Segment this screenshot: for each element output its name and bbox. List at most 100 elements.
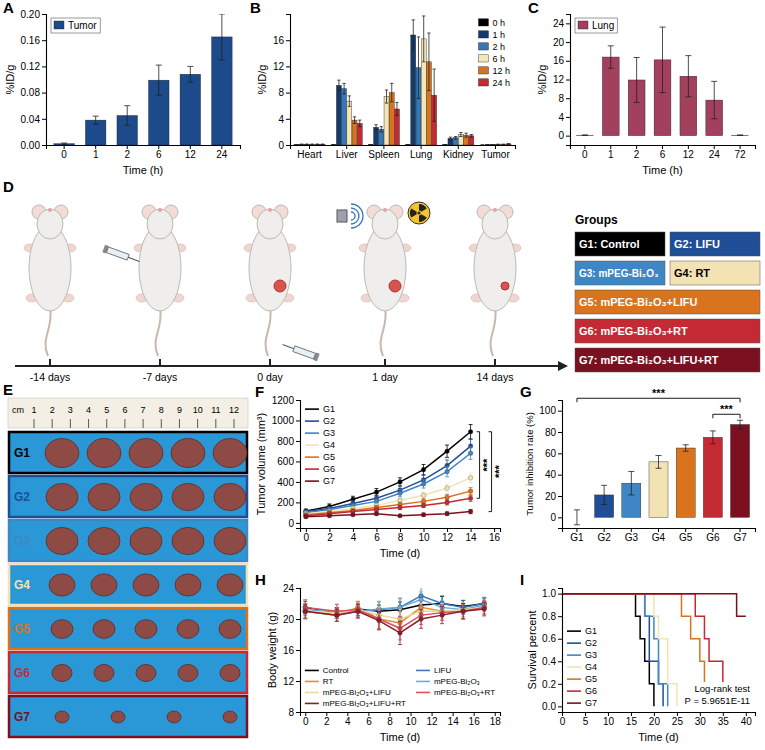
line (306, 491, 471, 515)
legend: Tumor (51, 18, 100, 33)
point (482, 607, 487, 612)
tick-label: Tumor (481, 149, 510, 160)
error-bar (461, 604, 465, 618)
point (335, 613, 340, 618)
annotation: Log-rank test (695, 683, 751, 694)
panel: 0200400600800100012000246810121416Tumor … (255, 395, 504, 559)
tick-label: 4 (278, 114, 284, 125)
tick: 800 (277, 436, 300, 447)
tumor-photo (111, 711, 125, 723)
point (445, 500, 450, 505)
tumor-photo (171, 439, 205, 468)
line (305, 607, 484, 628)
legend-swatch (478, 43, 488, 50)
axis-line (296, 401, 301, 529)
error-bar (337, 80, 340, 90)
mouse-head (372, 209, 398, 239)
tick-label: 8 (288, 707, 294, 718)
tick-mark (296, 441, 300, 442)
line (306, 432, 471, 511)
point (351, 512, 356, 517)
tick-mark (296, 420, 300, 421)
tick: 80 (545, 427, 562, 438)
tick-mark (558, 496, 562, 497)
error-bar (628, 471, 634, 494)
axis: 0510152025303540 (560, 712, 756, 727)
tick: 1.0 (542, 588, 562, 599)
tick-label: 1000 (272, 415, 295, 426)
tick-label: Liver (336, 149, 358, 160)
error-bar (187, 66, 193, 82)
legend-item: G2 (305, 416, 335, 426)
tick-mark (42, 145, 46, 146)
mouse-tail (155, 308, 160, 356)
legend-swatch (305, 432, 319, 434)
ruler-tick (34, 419, 35, 428)
tick: G3 (625, 528, 639, 543)
radiation-blade (419, 204, 427, 212)
tick: 0.16 (21, 35, 46, 46)
mouse-icon (359, 205, 411, 356)
bar (352, 120, 357, 145)
tumor-photo (91, 574, 117, 596)
tick-label: 0.6 (542, 633, 556, 644)
error-bar (461, 604, 465, 620)
point (421, 503, 426, 508)
tick: Kidney (443, 145, 474, 160)
point (377, 618, 382, 623)
axis-line (47, 146, 241, 150)
bar (490, 144, 495, 145)
point (374, 499, 379, 504)
photo-row (9, 652, 247, 693)
tick: 0 (278, 140, 290, 151)
axis-title: %ID/g (536, 65, 548, 95)
tick-label: G2 (597, 532, 611, 543)
tick-label: 35 (718, 716, 730, 727)
error-bar (601, 485, 607, 504)
tumor-photo (177, 620, 199, 639)
error-bar (469, 425, 473, 439)
timeline (15, 365, 558, 367)
radiation-blade (410, 209, 417, 218)
tick: Lung (410, 145, 432, 160)
tick: 12 (283, 676, 300, 687)
tick: 25 (672, 712, 684, 727)
legend-item: 12 h (478, 66, 510, 76)
legend-label: G2 (585, 638, 597, 648)
panel: 0.00.20.40.60.81.00510152025303540Surviv… (526, 588, 756, 743)
mouse-tail (45, 308, 50, 356)
tick-mark (566, 136, 570, 137)
error-bar (634, 58, 640, 103)
syringe-barrel (293, 346, 316, 359)
tick-label: 16 (273, 35, 285, 46)
point (356, 609, 361, 614)
point (398, 498, 403, 503)
axis-title: Survival percent (526, 611, 538, 690)
point (304, 514, 309, 519)
legend-label: G3 (585, 650, 597, 660)
error-bar (124, 106, 130, 126)
tick-label: Spleen (368, 149, 399, 160)
tick: 200 (277, 497, 300, 508)
legend-swatch (305, 681, 319, 683)
timeline-tick (384, 359, 386, 366)
tick-label: 12 (185, 149, 197, 160)
ultrasound-wave (351, 212, 355, 220)
axis-line (558, 589, 563, 713)
point (398, 631, 403, 636)
tick: 72 (735, 145, 747, 160)
tick-label: 80 (545, 427, 557, 438)
legend-item: mPEG-Bi₂O₃+LIFU+RT (305, 699, 406, 708)
tick-label: 24 (553, 18, 565, 29)
legend-label: Tumor (68, 20, 97, 31)
tick-label: 40 (545, 469, 557, 480)
row-label: G6 (14, 666, 30, 680)
point (445, 469, 450, 474)
tick-label: 0.2 (542, 679, 556, 690)
tick-label: 6 (366, 716, 372, 727)
error-bar (469, 495, 473, 501)
axis-line (42, 15, 47, 146)
tick-label: 40 (741, 716, 753, 727)
error-bar (374, 508, 378, 511)
bar (320, 144, 325, 145)
